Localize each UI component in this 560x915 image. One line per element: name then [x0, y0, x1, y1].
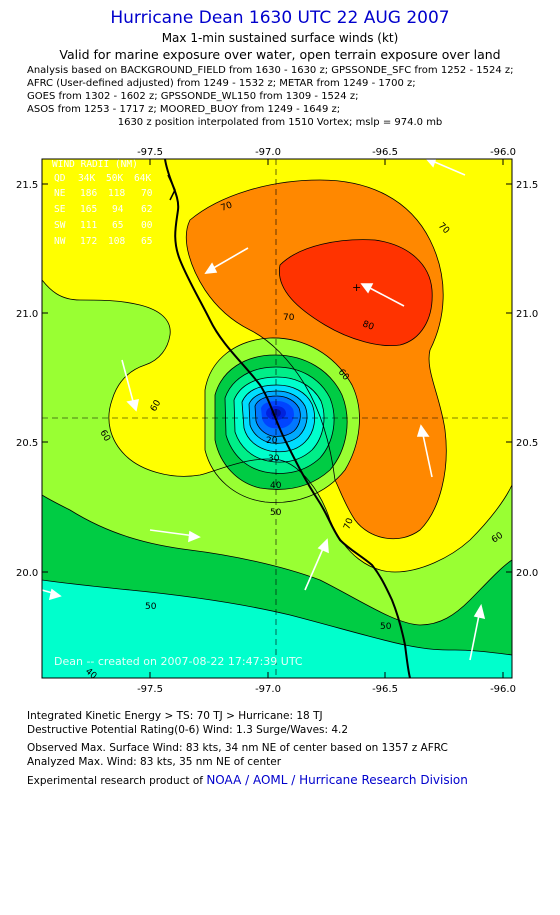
- coastline: [164, 159, 411, 678]
- lat-tick-label: 21.0: [516, 309, 538, 320]
- wind-radii-row: SE 165 94 62: [54, 204, 152, 215]
- svg-text:165: 165: [80, 204, 97, 215]
- svg-text:70: 70: [141, 188, 153, 199]
- svg-text:NW: NW: [54, 236, 66, 247]
- wind-field-map: + 70 70 70 80 60 60 60 50 40 30 20 70 60…: [16, 147, 538, 695]
- wind-radii-table: WIND RADII (NM) QD 34K 50K 64K NE 186 118 70 S…: [52, 159, 153, 247]
- svg-text:186: 186: [80, 188, 97, 199]
- lon-tick-label: -97.0: [255, 684, 281, 695]
- svg-text:SE: SE: [54, 204, 66, 215]
- svg-text:172: 172: [80, 236, 97, 247]
- svg-text:34K: 34K: [78, 173, 95, 184]
- ike-line: Integrated Kinetic Energy > TS: 70 TJ > …: [27, 710, 323, 722]
- contour-label: 70: [220, 200, 234, 213]
- lat-tick-label: 21.5: [16, 180, 38, 191]
- lat-tick-label: 20.5: [16, 438, 38, 449]
- contour-label: 30: [268, 454, 280, 464]
- lat-tick-label: 21.5: [516, 180, 538, 191]
- map-title: Hurricane Dean 1630 UTC 22 AUG 2007: [110, 8, 450, 28]
- contour-label: 70: [283, 313, 295, 323]
- analysis-line: AFRC (User-defined adjusted) from 1249 -…: [27, 78, 416, 89]
- max-wind-marker: +: [352, 281, 361, 294]
- dpr-line: Destructive Potential Rating(0-6) Wind: …: [27, 724, 349, 736]
- lon-tick-label: -96.0: [490, 147, 516, 158]
- wind-radii-row: NW 172 108 65: [54, 236, 152, 247]
- analyzed-wind-line: Analyzed Max. Wind: 83 kts, 35 nm NE of …: [27, 756, 282, 768]
- svg-text:64K: 64K: [134, 173, 151, 184]
- wind-contour-fill: +: [42, 159, 512, 678]
- wind-radii-row: SW 111 65 00: [54, 220, 153, 231]
- lat-tick-label: 21.0: [16, 309, 38, 320]
- validity-note: Valid for marine exposure over water, op…: [59, 47, 501, 62]
- lon-tick-label: -96.5: [372, 147, 398, 158]
- svg-text:94: 94: [112, 204, 124, 215]
- contour-label: 50: [145, 602, 157, 612]
- lon-tick-label: -97.5: [137, 147, 163, 158]
- wind-radii-row: NE 186 118 70: [54, 188, 153, 199]
- creation-credit: Dean -- created on 2007-08-22 17:47:39 U…: [54, 655, 303, 668]
- lat-tick-label: 20.0: [516, 568, 538, 579]
- wind-radii-row: QD 34K 50K 64K: [54, 173, 151, 184]
- lon-tick-label: -96.0: [490, 684, 516, 695]
- lon-tick-label: -96.5: [372, 684, 398, 695]
- wind-radii-title: WIND RADII (NM): [52, 159, 138, 170]
- svg-text:118: 118: [108, 188, 125, 199]
- lon-tick-label: -97.5: [137, 684, 163, 695]
- observed-wind-line: Observed Max. Surface Wind: 83 kts, 34 n…: [27, 742, 448, 754]
- contour-label: 50: [270, 508, 282, 518]
- svg-text:SW: SW: [54, 220, 66, 231]
- organization-link[interactable]: NOAA / AOML / Hurricane Research Divisio…: [206, 773, 468, 787]
- map-frame: [41, 158, 513, 679]
- svg-text:00: 00: [141, 220, 153, 231]
- product-credit: Experimental research product of NOAA / …: [27, 773, 468, 787]
- analysis-line: GOES from 1302 - 1602 z; GPSSONDE_WL150 …: [27, 91, 359, 102]
- product-prefix: Experimental research product of: [27, 775, 203, 787]
- contour-label: 50: [380, 622, 392, 632]
- lat-tick-label: 20.0: [16, 568, 38, 579]
- contour-label: 40: [270, 481, 282, 491]
- contour-label: 80: [361, 319, 375, 332]
- map-subtitle: Max 1-min sustained surface winds (kt): [161, 31, 399, 45]
- analysis-line: Analysis based on BACKGROUND_FIELD from …: [27, 65, 514, 76]
- svg-text:QD: QD: [54, 173, 66, 184]
- svg-text:65: 65: [141, 236, 152, 247]
- svg-text:62: 62: [141, 204, 152, 215]
- contour-label: 20: [266, 436, 278, 446]
- svg-text:65: 65: [112, 220, 123, 231]
- svg-text:111: 111: [80, 220, 97, 231]
- lon-tick-label: -97.0: [255, 147, 281, 158]
- svg-text:50K: 50K: [106, 173, 123, 184]
- svg-text:108: 108: [108, 236, 125, 247]
- lat-tick-label: 20.5: [516, 438, 538, 449]
- svg-text:NE: NE: [54, 188, 66, 199]
- contour-label: 70: [342, 517, 355, 531]
- position-note: 1630 z position interpolated from 1510 V…: [117, 117, 443, 128]
- analysis-line: ASOS from 1253 - 1717 z; MOORED_BUOY fro…: [27, 104, 341, 115]
